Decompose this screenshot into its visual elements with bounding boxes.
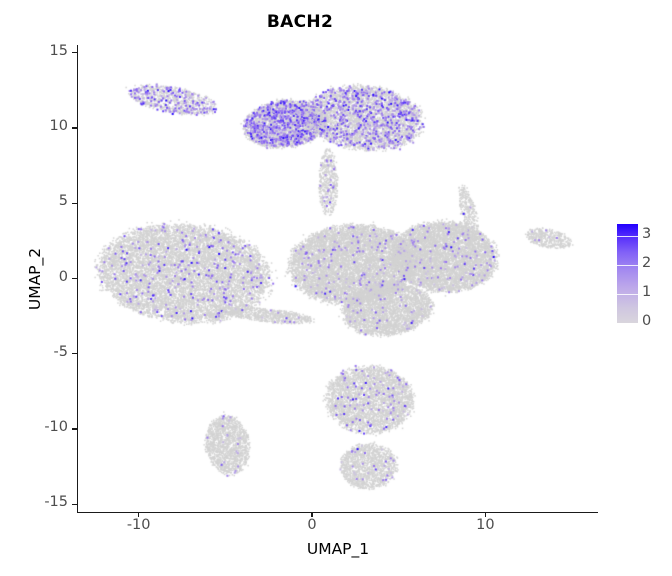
y-tick xyxy=(72,428,77,430)
x-tick xyxy=(484,512,486,517)
x-tick-label: 0 xyxy=(307,517,317,533)
legend-label: 3 xyxy=(642,225,652,242)
y-axis-line xyxy=(77,45,79,513)
x-tick xyxy=(311,512,313,517)
y-tick xyxy=(72,127,77,129)
y-tick xyxy=(72,353,77,355)
y-axis-title: UMAP_2 xyxy=(26,247,44,311)
legend-tick xyxy=(617,264,638,266)
y-tick xyxy=(72,51,77,54)
page-title: BACH2 xyxy=(266,12,334,32)
legend-tick xyxy=(617,235,638,237)
y-tick-label: 15 xyxy=(49,42,68,59)
legend-colorbar xyxy=(617,224,638,323)
umap-scatter-canvas xyxy=(78,45,598,512)
y-tick-label: -15 xyxy=(44,494,68,511)
x-tick-label: -10 xyxy=(126,517,151,533)
plot-panel xyxy=(78,45,598,512)
x-tick xyxy=(138,512,140,517)
x-tick-label: 10 xyxy=(476,517,495,533)
color-legend: 3 2 1 0 xyxy=(610,215,672,335)
y-tick-label: -10 xyxy=(44,419,68,436)
y-tick-label: 0 xyxy=(58,268,68,285)
legend-label: 0 xyxy=(642,313,652,329)
x-axis-title: UMAP_1 xyxy=(306,540,370,558)
legend-label: 1 xyxy=(642,283,652,300)
y-tick-label: 5 xyxy=(58,193,68,210)
y-tick-label: 10 xyxy=(49,117,68,134)
y-tick xyxy=(72,277,77,280)
legend-label: 2 xyxy=(642,254,652,271)
legend-tick xyxy=(617,293,638,296)
y-tick xyxy=(72,202,77,204)
y-tick-label: -5 xyxy=(53,343,68,360)
x-axis-line xyxy=(77,511,598,513)
y-tick xyxy=(72,503,77,506)
